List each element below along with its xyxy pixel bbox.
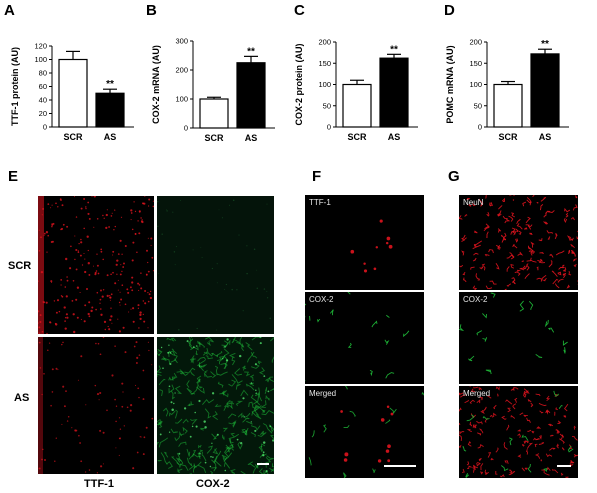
bar-scr: [342, 83, 372, 128]
panel-letter-e: E: [8, 168, 19, 185]
panel-letter-b: B: [146, 2, 157, 19]
y-tick-label: 50: [323, 101, 331, 110]
y-tick-label: 20: [39, 109, 47, 118]
micrograph-as-ttf1: [38, 337, 154, 474]
micrograph-g-cox2: COX-2: [459, 292, 578, 384]
micrograph-f-merged: Merged: [305, 386, 424, 478]
x-tick-label: AS: [539, 132, 552, 142]
micrograph-scr-cox2: [157, 196, 274, 334]
y-tick-label: 0: [184, 124, 188, 133]
y-tick-label: 300: [175, 37, 188, 46]
micrograph-label-g-cox2: COX-2: [463, 295, 488, 304]
panel-e-col-label-ttf1: TTF-1: [84, 478, 114, 490]
scale-bar-e: [257, 463, 269, 465]
y-tick-label: 100: [34, 55, 47, 64]
micrograph-f-ttf1: TTF-1: [305, 195, 424, 290]
panel-e-col-label-cox2: COX-2: [196, 478, 230, 490]
micrograph-label-g-merged: Merged: [463, 389, 491, 398]
y-tick-label: 120: [34, 42, 47, 51]
micrograph-label-f-merged: Merged: [309, 389, 337, 398]
panel-letter-f: F: [312, 168, 322, 185]
y-axis-label: TTF-1 protein (AU): [10, 47, 20, 126]
bar-as: [95, 92, 125, 128]
y-axis-label: POMC mRNA (AU): [445, 45, 455, 123]
x-tick-label: SCR: [63, 132, 83, 142]
y-tick-label: 40: [39, 96, 47, 105]
y-tick-label: 80: [39, 69, 47, 78]
y-tick-label: 150: [469, 59, 482, 68]
panel-letter-d: D: [444, 2, 455, 19]
significance-marker: **: [247, 46, 255, 57]
x-tick-label: AS: [245, 133, 258, 143]
bar-scr: [58, 58, 88, 128]
bar-as: [530, 53, 560, 128]
panel-letter-g: G: [448, 168, 460, 185]
micrograph-g-neun: NeuN: [459, 195, 578, 290]
micrograph-label-f-ttf1: TTF-1: [309, 198, 331, 207]
chart-cox2-protein: 0 50 100 150 200 COX-2 protein (AU) SCR AS **: [294, 38, 418, 142]
panel-letter-a: A: [4, 2, 15, 19]
x-tick-label: AS: [388, 132, 401, 142]
micrograph-f-cox2: COX-2: [305, 292, 424, 384]
panel-e-row-label-as: AS: [14, 392, 30, 404]
y-tick-label: 100: [175, 95, 188, 104]
y-tick-label: 50: [474, 101, 482, 110]
y-tick-label: 200: [175, 66, 188, 75]
y-tick-label: 200: [318, 38, 331, 47]
bar-as: [236, 62, 266, 129]
y-tick-label: 100: [318, 80, 331, 89]
micrograph-label-f-cox2: COX-2: [309, 295, 334, 304]
bar-as: [379, 57, 409, 128]
significance-marker: **: [390, 44, 398, 55]
y-tick-label: 150: [318, 59, 331, 68]
y-tick-label: 0: [478, 123, 482, 132]
scale-bar-f: [384, 465, 416, 467]
micrograph-g-merged: Merged: [459, 386, 578, 478]
chart-ttf1-protein: 0 20 40 60 80 100 120 TTF-1 protein (AU) SCR AS **: [10, 42, 134, 142]
significance-marker: **: [541, 39, 549, 50]
y-axis-label: COX-2 mRNA (AU): [151, 45, 161, 124]
x-tick-label: SCR: [498, 132, 518, 142]
y-axis-label: COX-2 protein (AU): [294, 43, 304, 125]
y-tick-label: 0: [327, 123, 331, 132]
bar-scr: [199, 98, 229, 129]
x-tick-label: AS: [104, 132, 117, 142]
chart-cox2-mrna: 0 100 200 300 COX-2 mRNA (AU) SCR AS **: [151, 37, 275, 143]
micrograph-scr-ttf1: [38, 196, 154, 334]
x-tick-label: SCR: [347, 132, 367, 142]
y-tick-label: 0: [43, 123, 47, 132]
chart-pomc-mrna: 0 50 100 150 200 POMC mRNA (AU) SCR AS **: [445, 38, 569, 142]
y-tick-label: 60: [39, 82, 47, 91]
micrograph-as-cox2: [157, 337, 274, 474]
x-tick-label: SCR: [204, 133, 224, 143]
scale-bar-g: [557, 465, 571, 467]
micrograph-label-g-neun: NeuN: [463, 198, 484, 207]
y-tick-label: 100: [469, 80, 482, 89]
y-tick-label: 200: [469, 38, 482, 47]
panel-e-row-label-scr: SCR: [8, 260, 32, 272]
panel-letter-c: C: [294, 2, 305, 19]
bar-scr: [493, 83, 523, 128]
significance-marker: **: [106, 79, 114, 90]
